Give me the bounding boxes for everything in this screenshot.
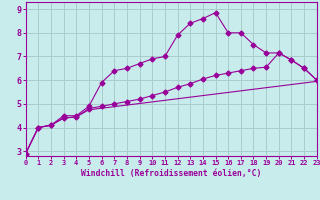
X-axis label: Windchill (Refroidissement éolien,°C): Windchill (Refroidissement éolien,°C): [81, 169, 261, 178]
